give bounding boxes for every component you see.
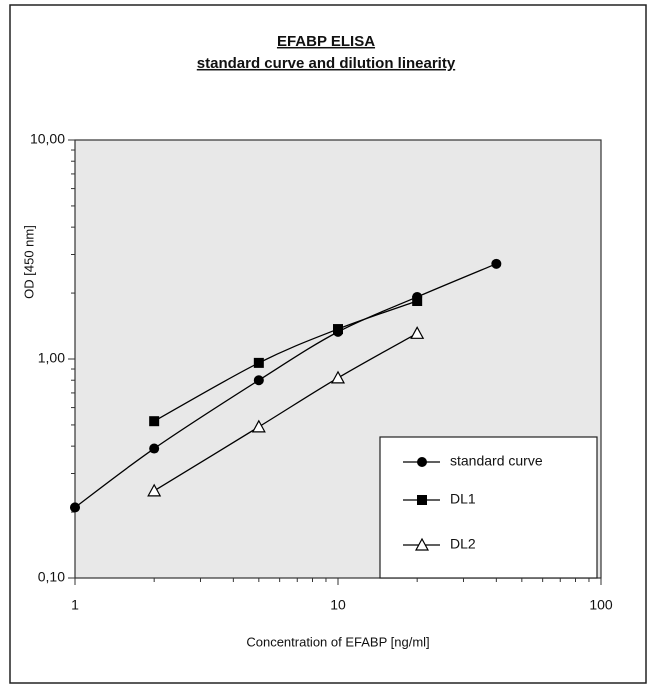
x-tick-label: 100 <box>589 597 613 613</box>
y-tick-label: 0,10 <box>38 569 65 585</box>
data-point <box>149 443 160 454</box>
data-point <box>330 370 346 384</box>
legend-marker <box>417 457 427 467</box>
legend-marker <box>417 495 427 505</box>
chart-subtitle: standard curve and dilution linearity <box>197 55 456 72</box>
x-tick-label: 1 <box>71 597 79 613</box>
chart-title: EFABP ELISA <box>277 33 375 50</box>
data-point <box>253 357 264 368</box>
y-tick-label: 10,00 <box>30 131 65 147</box>
y-tick-label: 1,00 <box>38 350 65 366</box>
data-point <box>333 324 343 335</box>
legend-label: standard curve <box>450 453 543 469</box>
data-point <box>251 419 266 433</box>
data-point <box>412 296 423 307</box>
legend-marker <box>414 537 430 551</box>
data-point <box>149 416 160 427</box>
data-point <box>410 326 425 339</box>
x-axis-label: Concentration of EFABP [ng/ml] <box>246 634 429 649</box>
legend-label: DL1 <box>450 491 476 507</box>
x-tick-label: 10 <box>330 597 346 613</box>
series-line <box>153 332 418 492</box>
legend <box>379 436 598 579</box>
data-point <box>70 502 80 513</box>
series-line <box>153 300 418 422</box>
data-point <box>147 483 162 497</box>
y-axis-label: OD [450 nm] <box>21 225 36 299</box>
data-point <box>253 375 264 386</box>
series-line <box>74 263 497 508</box>
legend-label: DL2 <box>450 536 476 552</box>
data-point <box>491 258 502 269</box>
